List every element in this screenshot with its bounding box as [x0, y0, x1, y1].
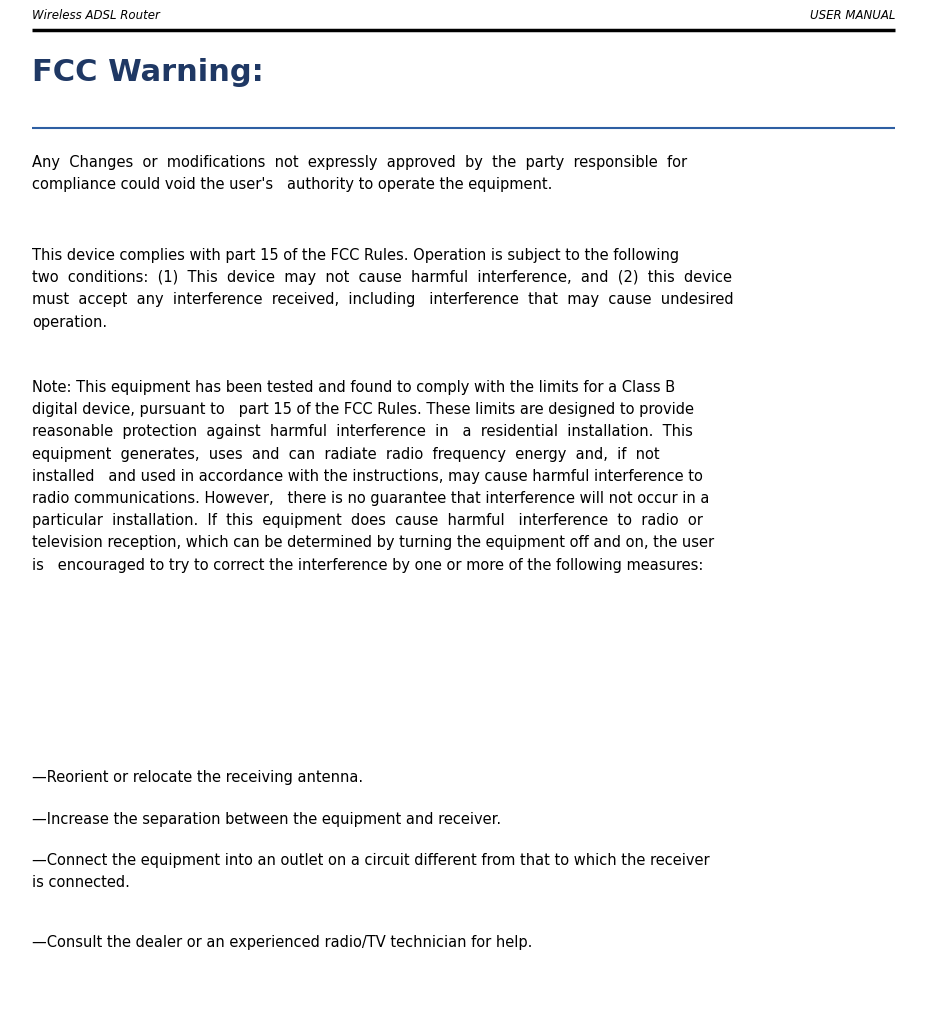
Text: —Connect the equipment into an outlet on a circuit different from that to which : —Connect the equipment into an outlet on…: [32, 853, 710, 890]
Text: Wireless ADSL Router: Wireless ADSL Router: [32, 9, 159, 22]
Text: —Consult the dealer or an experienced radio/TV technician for help.: —Consult the dealer or an experienced ra…: [32, 935, 532, 950]
Text: Note: This equipment has been tested and found to comply with the limits for a C: Note: This equipment has been tested and…: [32, 380, 714, 573]
Text: USER MANUAL: USER MANUAL: [809, 9, 895, 22]
Text: —Increase the separation between the equipment and receiver.: —Increase the separation between the equ…: [32, 812, 502, 827]
Text: FCC Warning:: FCC Warning:: [32, 58, 264, 87]
Text: This device complies with part 15 of the FCC Rules. Operation is subject to the : This device complies with part 15 of the…: [32, 248, 733, 330]
Text: Any  Changes  or  modifications  not  expressly  approved  by  the  party  respo: Any Changes or modifications not express…: [32, 154, 687, 193]
Text: —Reorient or relocate the receiving antenna.: —Reorient or relocate the receiving ante…: [32, 770, 363, 785]
